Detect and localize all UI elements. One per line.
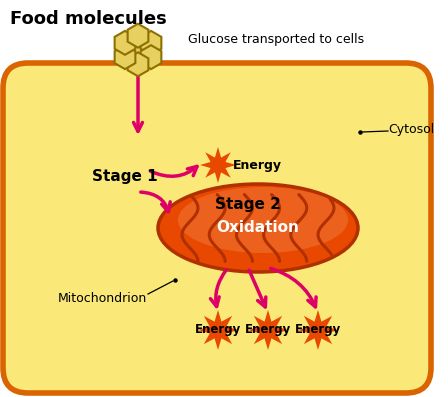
Text: Mitochondrion: Mitochondrion <box>58 291 147 304</box>
Text: Stage 1: Stage 1 <box>92 168 158 183</box>
Polygon shape <box>141 31 161 55</box>
Text: Energy: Energy <box>295 324 341 337</box>
Polygon shape <box>128 52 148 76</box>
Text: Stage 2: Stage 2 <box>215 197 281 212</box>
Polygon shape <box>128 24 148 48</box>
Polygon shape <box>198 310 238 350</box>
Text: Oxidation: Oxidation <box>216 220 299 235</box>
Polygon shape <box>248 310 288 350</box>
Polygon shape <box>141 45 161 69</box>
Text: Food molecules: Food molecules <box>10 10 167 28</box>
Text: Glucose transported to cells: Glucose transported to cells <box>188 33 364 46</box>
Text: Energy: Energy <box>233 158 282 172</box>
Polygon shape <box>128 38 148 62</box>
FancyBboxPatch shape <box>3 63 431 393</box>
Polygon shape <box>298 310 338 350</box>
Polygon shape <box>115 31 135 55</box>
Polygon shape <box>115 45 135 69</box>
Text: Energy: Energy <box>245 324 291 337</box>
Ellipse shape <box>178 187 348 253</box>
Text: Cytosol: Cytosol <box>388 123 434 137</box>
Polygon shape <box>200 147 236 183</box>
Text: Energy: Energy <box>195 324 241 337</box>
Ellipse shape <box>158 184 358 272</box>
